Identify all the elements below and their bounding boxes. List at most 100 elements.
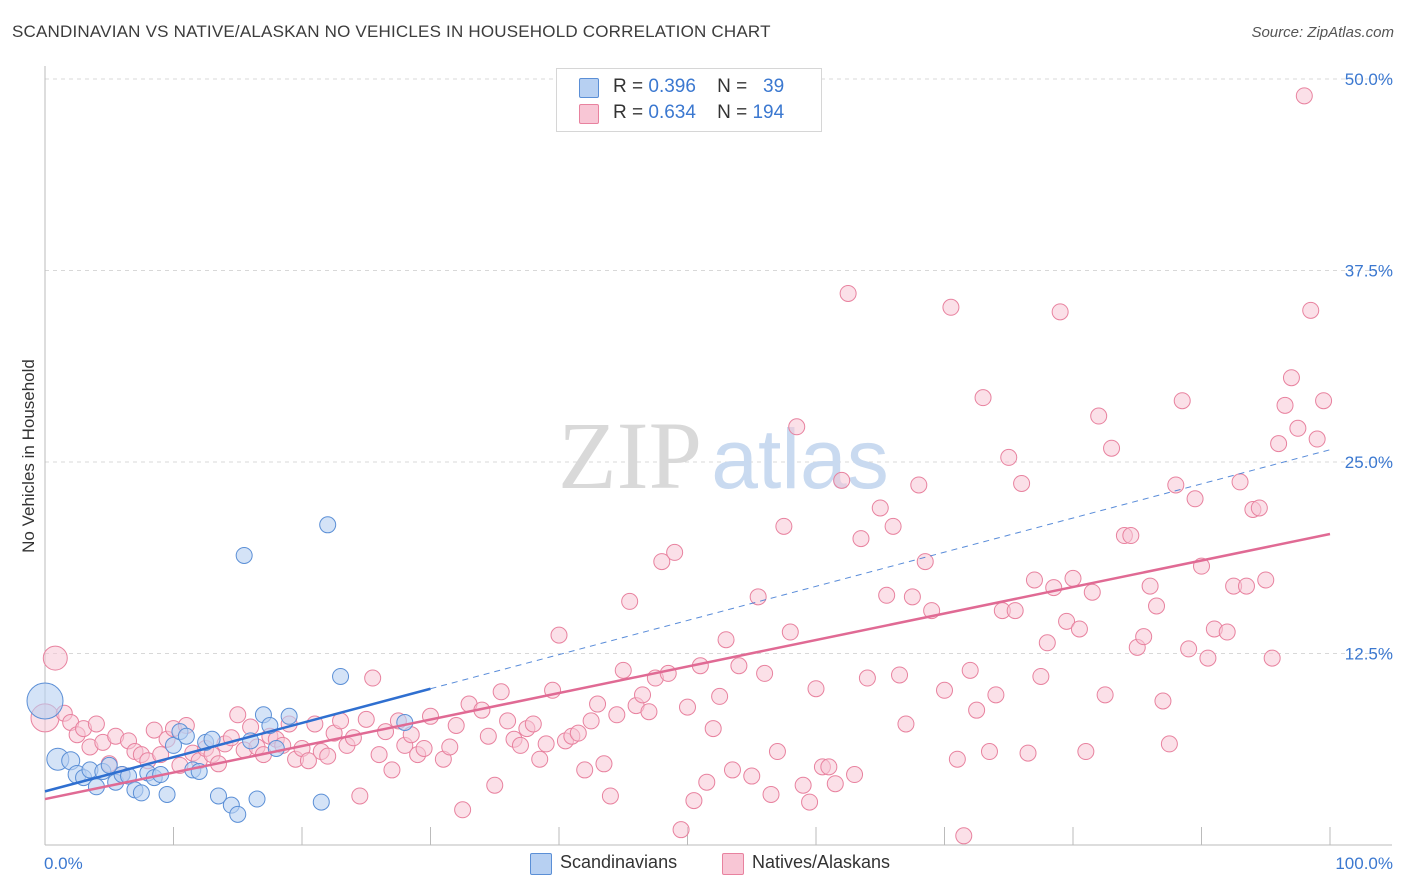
natives-point	[897, 715, 915, 733]
natives-point	[1308, 430, 1326, 448]
trend-lines	[44, 449, 1331, 801]
natives-point	[383, 761, 401, 779]
watermark-zip: ZIP	[558, 402, 702, 509]
natives-point	[717, 631, 735, 649]
natives-point	[486, 776, 504, 794]
natives-point	[730, 657, 748, 675]
natives-point	[492, 683, 510, 701]
natives-point	[987, 686, 1005, 704]
natives-point	[723, 761, 741, 779]
natives-point	[1270, 435, 1288, 453]
natives-point	[479, 727, 497, 745]
pink-swatch-icon	[722, 853, 744, 875]
natives-point	[614, 661, 632, 679]
natives-point	[1058, 612, 1076, 630]
natives-point	[871, 499, 889, 517]
natives-point	[1077, 743, 1095, 761]
natives-point	[878, 586, 896, 604]
natives-point	[1148, 597, 1166, 615]
natives-point	[679, 698, 696, 716]
natives-point	[1250, 499, 1268, 517]
natives-point	[1154, 692, 1172, 710]
natives-point	[370, 746, 388, 764]
natives-point	[858, 669, 876, 687]
natives-point	[833, 471, 851, 489]
natives-point	[775, 517, 793, 535]
n-label: N =	[717, 102, 748, 123]
natives-point	[980, 743, 998, 761]
natives-point	[788, 418, 806, 436]
source-label: Source: ZipAtlas.com	[1251, 24, 1394, 41]
natives-point	[499, 712, 517, 730]
natives-point	[1090, 407, 1108, 425]
natives-point	[145, 721, 163, 739]
natives-point	[961, 661, 979, 679]
natives-point	[357, 710, 375, 728]
natives-point	[1006, 602, 1024, 620]
natives-point	[756, 664, 774, 682]
natives-point	[1064, 569, 1082, 587]
r-value-scandinavians: 0.396	[648, 76, 696, 97]
natives-point	[749, 588, 767, 606]
natives-point	[704, 720, 722, 738]
scandinavians-point	[235, 546, 253, 564]
natives-point	[1141, 577, 1159, 595]
y-axis-label: No Vehicles in Household	[19, 359, 38, 553]
natives-point	[1289, 419, 1307, 437]
n-label: N =	[717, 76, 748, 97]
tick-labels: 12.5% 25.0% 37.5% 50.0% 0.0% 100.0%	[44, 70, 1393, 873]
natives-point	[1122, 527, 1140, 545]
natives-point	[454, 801, 472, 819]
natives-point	[511, 736, 529, 754]
natives-point	[1237, 577, 1255, 595]
natives-point	[319, 747, 337, 765]
scandinavians-point	[229, 805, 247, 823]
natives-point	[942, 298, 960, 316]
natives-point	[743, 767, 761, 785]
scandinavians-point	[280, 707, 298, 725]
natives-point	[1160, 735, 1178, 753]
natives-point	[1231, 473, 1249, 491]
natives-point	[884, 517, 902, 535]
natives-point	[1302, 301, 1320, 319]
natives-point	[569, 724, 587, 742]
natives-point	[672, 821, 690, 839]
natives-point	[698, 773, 716, 791]
natives-point	[299, 752, 317, 770]
natives-point	[711, 687, 729, 705]
natives-point	[948, 750, 966, 768]
natives-point	[910, 476, 928, 494]
natives-point	[653, 553, 671, 571]
natives-point	[415, 739, 433, 757]
natives-point	[794, 776, 812, 794]
natives-point	[621, 592, 639, 610]
natives-point	[1282, 369, 1300, 387]
scandinavians-point	[267, 739, 285, 757]
x-tick-label-1: 100.0%	[1335, 854, 1393, 873]
natives-point	[608, 706, 626, 724]
natives-point	[1173, 392, 1191, 410]
r-value-natives: 0.634	[648, 102, 696, 123]
scandinavians-point	[132, 784, 150, 802]
natives-point	[1013, 474, 1031, 492]
natives-point	[974, 389, 992, 407]
n-value-scandinavians: 39	[763, 76, 785, 97]
natives-point	[781, 623, 799, 641]
natives-point	[1135, 628, 1153, 646]
natives-point	[351, 787, 369, 805]
natives-point	[537, 735, 555, 753]
natives-point	[1295, 87, 1313, 105]
blue-swatch-icon	[579, 78, 599, 98]
natives-point	[87, 715, 105, 733]
natives-point	[1051, 303, 1069, 321]
natives-point	[640, 703, 658, 721]
n-value-natives: 194	[752, 102, 785, 123]
natives-point	[852, 530, 870, 548]
legend-label-scandinavians: Scandinavians	[560, 852, 678, 872]
blue-swatch-icon	[530, 853, 552, 875]
y-tick-label-0: 12.5%	[1345, 645, 1393, 664]
natives-point	[846, 766, 864, 784]
legend-stats: R = 0.396 N = 39 R = 0.634 N = 194	[556, 68, 822, 132]
natives-point	[685, 792, 703, 810]
